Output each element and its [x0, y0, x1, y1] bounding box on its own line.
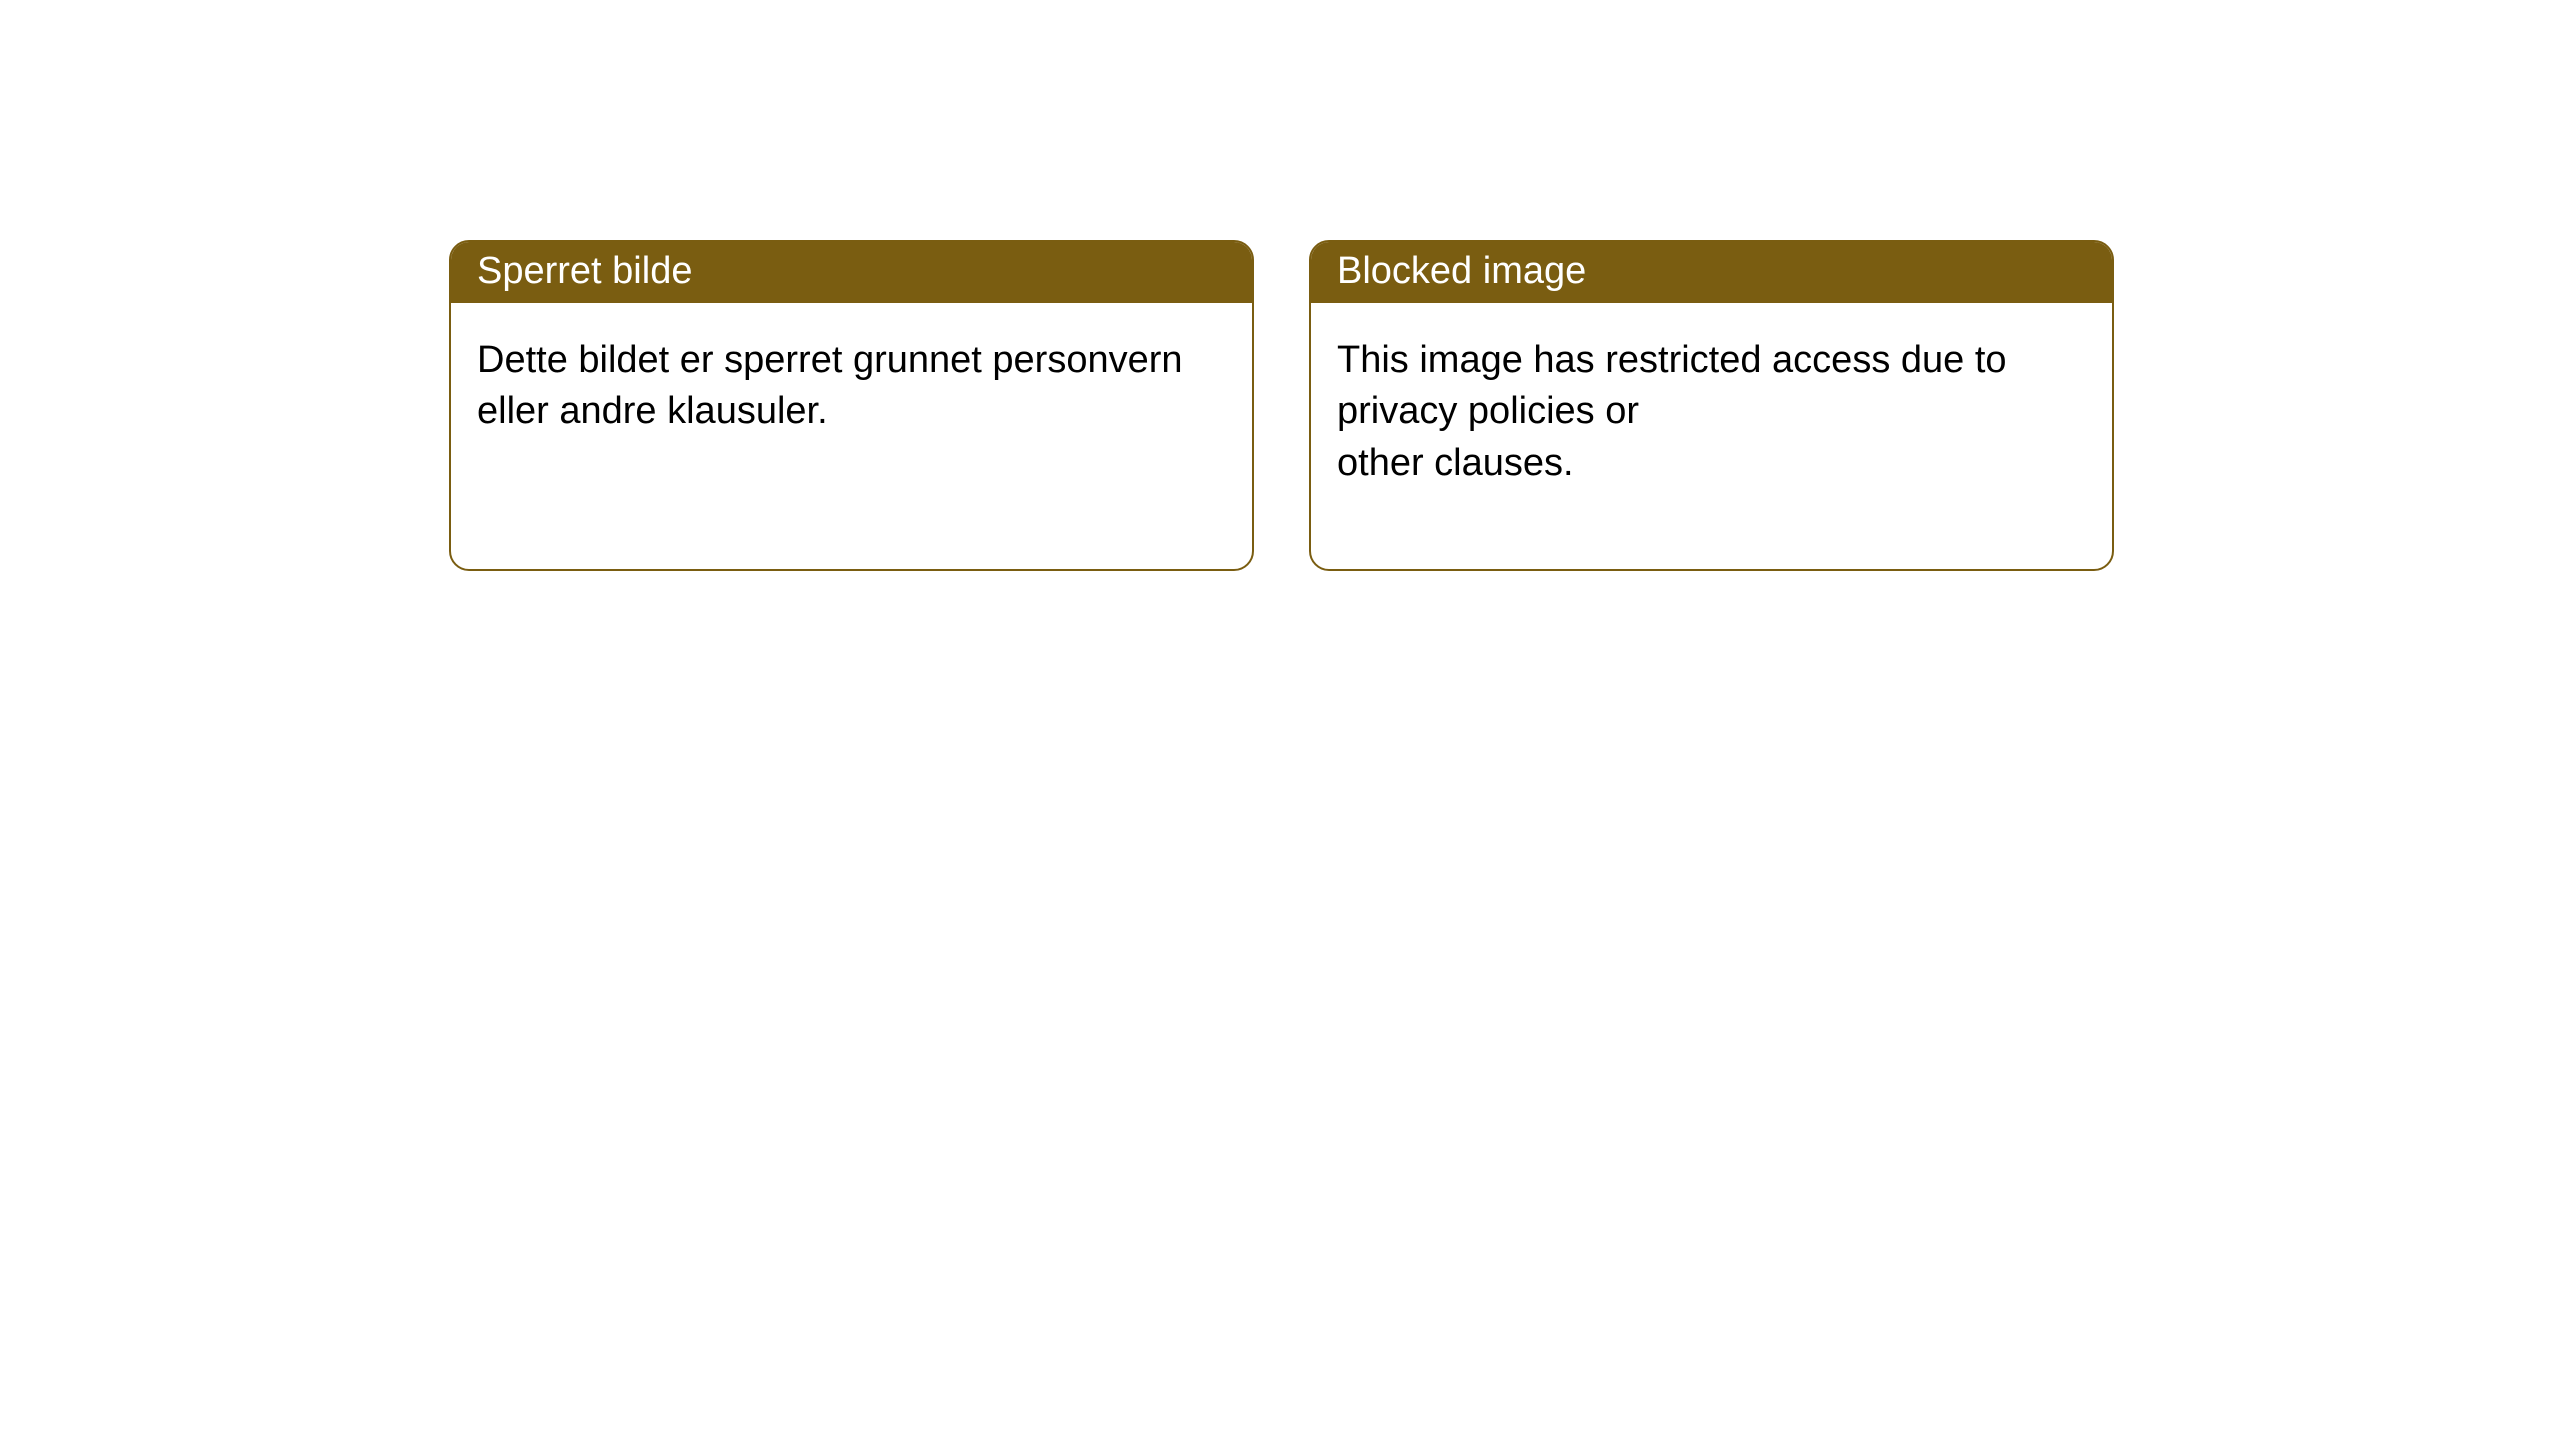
notice-card-body: Dette bildet er sperret grunnet personve… — [451, 303, 1252, 518]
notice-container: Sperret bilde Dette bildet er sperret gr… — [0, 0, 2560, 571]
notice-card-english: Blocked image This image has restricted … — [1309, 240, 2114, 571]
notice-card-title: Blocked image — [1311, 242, 2112, 303]
notice-card-body: This image has restricted access due to … — [1311, 303, 2112, 569]
notice-card-norwegian: Sperret bilde Dette bildet er sperret gr… — [449, 240, 1254, 571]
notice-card-title: Sperret bilde — [451, 242, 1252, 303]
